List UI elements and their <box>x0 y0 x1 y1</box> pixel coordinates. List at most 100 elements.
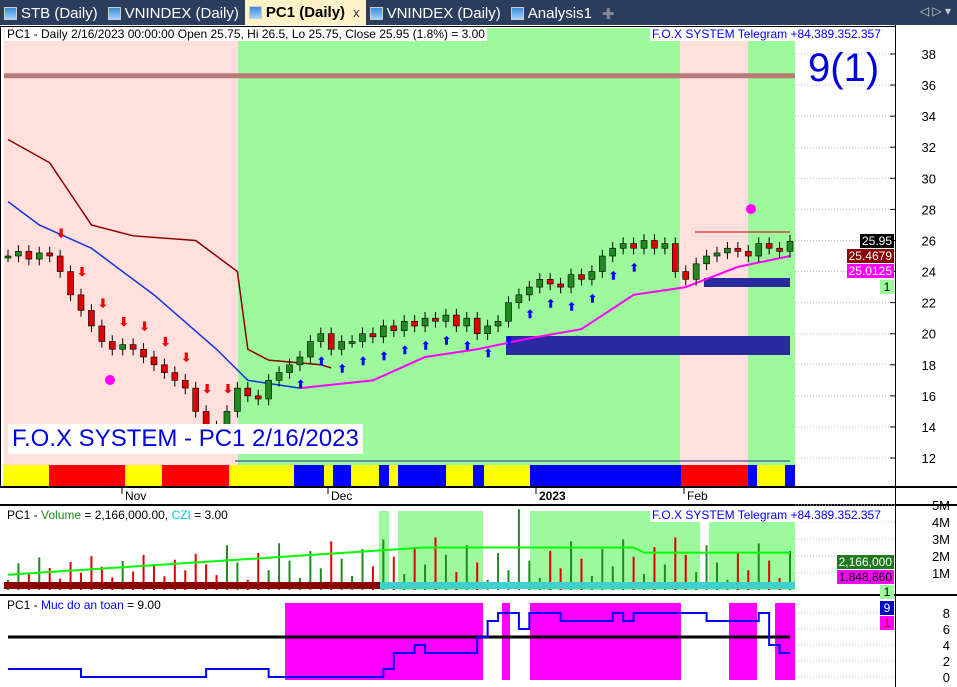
candle <box>46 252 54 257</box>
x-tick-label: Nov <box>125 489 146 503</box>
candle <box>411 320 418 327</box>
signal-count-label: 9(1) <box>808 46 880 90</box>
sell-arrow-icon: ⬇ <box>181 351 191 365</box>
sell-arrow-icon: ⬇ <box>119 315 129 329</box>
y-tick-label: 2 <box>943 654 950 669</box>
trend-strip-segment <box>3 465 49 486</box>
volume-ma-line <box>7 546 790 576</box>
volume-label: Volume <box>41 508 82 522</box>
safety-level-line <box>8 612 790 678</box>
candle <box>682 271 690 280</box>
sell-arrow-icon: ⬇ <box>56 226 66 240</box>
candle <box>473 317 481 335</box>
x-tick-label: Feb <box>687 489 708 503</box>
candle <box>776 247 783 252</box>
candle <box>567 274 575 288</box>
magenta-trend-line <box>299 255 791 390</box>
y-tick-label: 3M <box>932 532 950 547</box>
volume-telegram-label: F.O.X SYSTEM Telegram +84.389.352.357 <box>650 508 883 522</box>
close-tab-icon[interactable]: x <box>353 5 360 20</box>
new-tab-icon[interactable]: ✚ <box>601 5 615 23</box>
blue-stop-line <box>7 201 301 389</box>
volume-zone <box>398 511 483 590</box>
y-tick-label: 32 <box>922 140 936 155</box>
y-tick-label: 38 <box>922 47 936 62</box>
y-tick-label: 2M <box>932 549 950 564</box>
candle <box>661 243 669 249</box>
sell-arrow-icon: ⬇ <box>160 335 170 349</box>
chart-icon <box>510 7 524 20</box>
tab-4[interactable]: Analysis1 <box>507 2 598 25</box>
candle <box>578 274 585 280</box>
candle <box>108 341 116 350</box>
safe-zone <box>502 603 510 680</box>
candle <box>140 348 147 358</box>
candle <box>724 247 731 254</box>
safe-zone <box>729 603 757 680</box>
trend-strip-segment <box>484 465 530 486</box>
buy-arrow-icon: ⬆ <box>546 298 555 310</box>
y-tick-label: 6 <box>943 622 950 637</box>
sell-arrow-icon: ⬇ <box>98 296 108 310</box>
support-zone-box <box>704 278 790 287</box>
candle <box>307 341 314 358</box>
trend-strip-segment <box>446 465 473 486</box>
sell-arrow-icon: ⬇ <box>202 382 212 396</box>
sell-arrow-icon: ⬇ <box>140 320 150 334</box>
candle <box>463 317 471 327</box>
candle <box>338 341 345 350</box>
candle <box>744 251 752 257</box>
candle <box>505 302 512 322</box>
buy-arrow-icon: ⬆ <box>588 294 597 306</box>
candle <box>390 325 398 331</box>
y-tick-label: 22 <box>922 296 936 311</box>
buy-arrow-icon: ⬆ <box>463 340 472 352</box>
y-tick-label: 26 <box>922 233 936 248</box>
candle <box>703 255 710 265</box>
czi-strip <box>380 582 795 589</box>
tab-2[interactable]: PC1 (Daily) x <box>244 0 366 25</box>
y-tick-label: 18 <box>922 358 936 373</box>
candle <box>119 344 126 350</box>
tab-0[interactable]: STB (Daily) <box>0 2 104 25</box>
y-tick-label: 36 <box>922 78 936 93</box>
trailing-stop-line <box>7 138 332 369</box>
safe-zone <box>775 603 795 680</box>
candle <box>588 271 596 280</box>
symbol-label: PC1 - <box>7 598 42 612</box>
trend-strip-segment <box>49 465 125 486</box>
candle <box>432 317 439 322</box>
trend-strip-segment <box>351 465 379 486</box>
buy-arrow-icon: ⬆ <box>379 351 388 363</box>
tab-3[interactable]: VNINDEX (Daily) <box>366 2 507 25</box>
candle <box>359 333 366 342</box>
trend-strip-segment <box>333 465 351 486</box>
candle <box>56 255 64 272</box>
trend-strip-segment <box>125 465 162 486</box>
candle <box>244 387 252 397</box>
candle <box>150 356 158 366</box>
buy-arrow-icon: ⬆ <box>359 356 368 368</box>
candle <box>317 333 325 342</box>
czi-value: = 3.00 <box>190 508 228 522</box>
candle <box>67 271 74 296</box>
tab-scroll-arrows[interactable]: ◁ ▷ ▾ <box>919 4 951 18</box>
buy-arrow-icon: ⬆ <box>525 309 534 321</box>
chart-icon <box>4 7 17 20</box>
y-tick-label: 5M <box>932 498 950 513</box>
tab-1[interactable]: VNINDEX (Daily) <box>104 2 245 25</box>
trend-strip-segment <box>162 465 229 486</box>
buy-arrow-icon: ⬆ <box>504 336 513 348</box>
czi-label: CZI <box>171 508 191 522</box>
safety-pane-header: PC1 - Muc do an toan = 9.00 <box>5 598 163 612</box>
trend-strip-segment <box>473 465 484 486</box>
candle <box>484 325 491 335</box>
candle <box>98 325 106 342</box>
y-tick-label: 20 <box>922 327 936 342</box>
candle <box>327 333 335 350</box>
price-pane-header: PC1 - Daily 2/16/2023 00:00:00 Open 25.7… <box>5 27 487 41</box>
watermark-title: F.O.X SYSTEM - PC1 2/16/2023 <box>8 424 363 454</box>
safe-zone <box>530 603 681 680</box>
buy-arrow-icon: ⬆ <box>567 301 576 313</box>
